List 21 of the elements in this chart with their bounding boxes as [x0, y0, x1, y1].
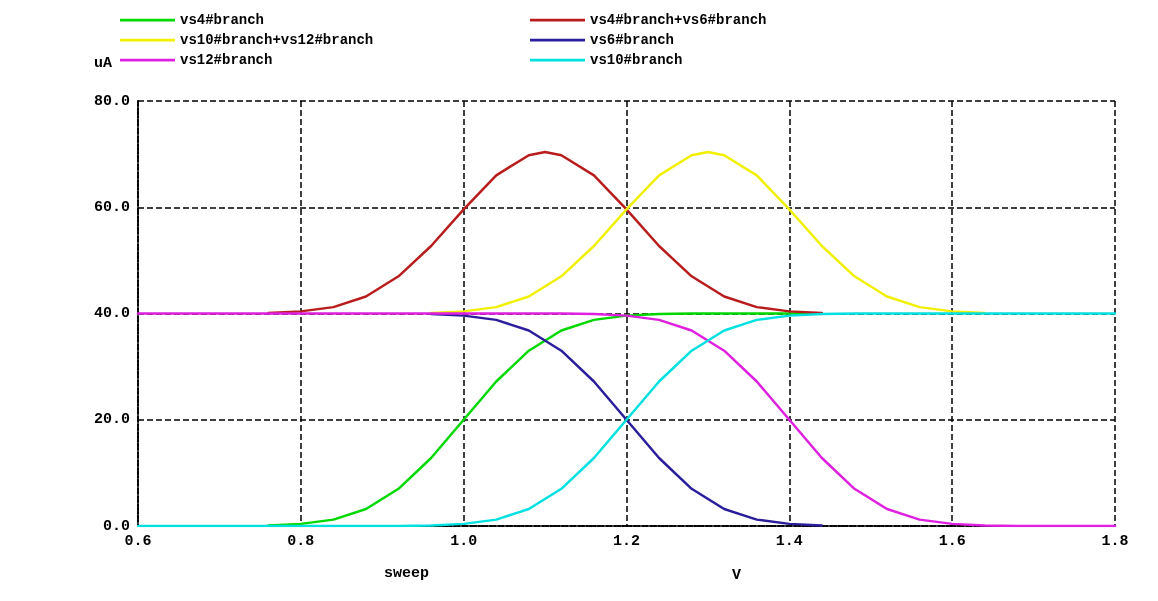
y-tick-label: 60.0: [93, 198, 130, 216]
text: V: [732, 567, 742, 584]
x-tick-label: 1.6: [938, 533, 966, 550]
y-tick-label: 20.0: [93, 411, 130, 429]
x-tick-label: 1.4: [775, 533, 803, 550]
x-tick-label: 0.8: [287, 533, 315, 550]
legend-label: vs4#branch+vs6#branch: [590, 12, 767, 28]
y-tick-label: 80.0: [93, 92, 130, 110]
y-axis-title: uA: [93, 55, 113, 72]
legend-label: vs12#branch: [180, 52, 273, 68]
y-tick-label: 40.0: [93, 305, 130, 322]
legend-label: vs10#branch+vs12#branch: [180, 32, 374, 48]
legend-label: vs6#branch: [590, 32, 675, 48]
x-tick-label: 1.8: [1101, 533, 1129, 550]
x-tick-label: 1.2: [612, 533, 641, 550]
y-tick-label: 0.0: [102, 517, 130, 535]
x-axis-title: sweep: [383, 565, 430, 582]
legend-label: vs10#branch: [590, 52, 683, 68]
x-tick-label: 0.6: [124, 533, 152, 550]
legend-label: vs4#branch: [180, 12, 265, 28]
x-tick-label: 1.0: [450, 533, 478, 550]
